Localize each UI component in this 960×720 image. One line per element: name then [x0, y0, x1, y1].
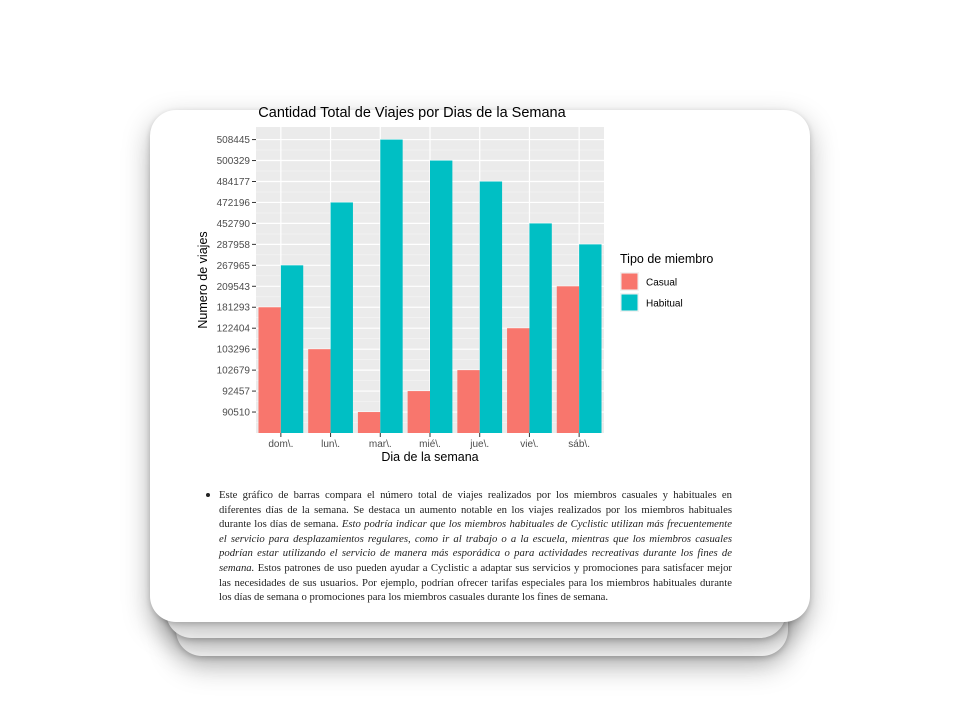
bar-casual-3 [407, 391, 430, 433]
x-tick-label: jue\. [469, 439, 489, 450]
bar-casual-6 [556, 286, 580, 433]
bar-habitual-6 [579, 244, 602, 433]
y-axis-label: Numero de viajes [196, 231, 210, 328]
bar-casual-4 [457, 370, 480, 433]
bar-habitual-0 [280, 265, 304, 433]
bar-habitual-4 [479, 181, 503, 433]
y-tick-label: 452790 [217, 219, 251, 230]
y-tick-label: 287958 [217, 240, 251, 251]
bar-chart: Cantidad Total de Viajes por Dias de la … [195, 98, 735, 468]
legend-label-casual: Casual [646, 278, 677, 289]
bar-casual-0 [258, 307, 281, 433]
chart-title: Cantidad Total de Viajes por Dias de la … [258, 105, 566, 121]
bar-habitual-2 [380, 139, 403, 433]
x-tick-label: lun\. [321, 439, 340, 450]
y-tick-label: 181293 [217, 303, 251, 314]
x-tick-label: vie\. [520, 439, 538, 450]
bar-habitual-1 [330, 202, 353, 433]
y-tick-label: 92457 [222, 387, 250, 398]
bar-chart-svg: Cantidad Total de Viajes por Dias de la … [196, 105, 713, 464]
bar-habitual-3 [430, 160, 453, 433]
description-text-start: Este gráfico de barras compara el número… [219, 489, 732, 531]
bar-casual-5 [507, 328, 530, 433]
chart-description: Este gráfico de barras compara el número… [206, 488, 732, 605]
y-tick-label: 484177 [217, 177, 251, 188]
y-tick-label: 103296 [217, 345, 251, 356]
x-tick-label: mié\. [419, 439, 441, 450]
description-text-end: Estos patrones de uso pueden ayudar a Cy… [219, 561, 732, 604]
y-tick-label: 209543 [217, 282, 251, 293]
y-tick-label: 472196 [217, 198, 251, 209]
legend-swatch-habitual [621, 294, 638, 311]
description-text-italic: Esto podría indicar que los miembros hab… [219, 518, 732, 574]
y-tick-label: 508445 [217, 135, 251, 146]
legend-label-habitual: Habitual [646, 299, 683, 310]
y-tick-label: 90510 [222, 408, 250, 419]
legend-swatch-casual [621, 273, 638, 290]
bar-casual-1 [308, 349, 331, 433]
description-paragraph: Este gráfico de barras compara el número… [219, 488, 732, 605]
y-tick-label: 267965 [217, 261, 251, 272]
bar-casual-2 [357, 412, 381, 433]
y-tick-label: 122404 [217, 324, 251, 335]
bullet-dot [206, 493, 210, 497]
y-tick-label: 500329 [217, 156, 251, 167]
x-axis-label: Dia de la semana [381, 450, 478, 464]
bullet-item: Este gráfico de barras compara el número… [206, 488, 732, 605]
bar-habitual-5 [529, 223, 552, 433]
legend-title: Tipo de miembro [620, 252, 713, 266]
x-tick-label: dom\. [268, 439, 293, 450]
x-tick-label: mar\. [369, 439, 392, 450]
y-tick-label: 102679 [217, 366, 251, 377]
x-tick-label: sáb\. [568, 439, 590, 450]
